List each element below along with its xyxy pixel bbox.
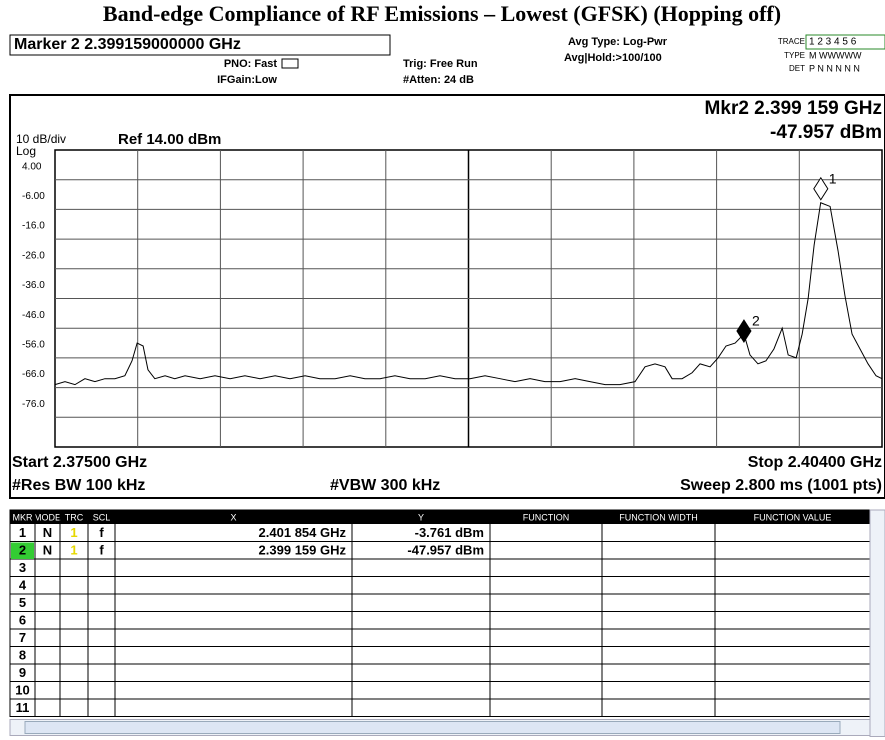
cell-mkr: 4 xyxy=(19,578,27,593)
cell-mkr: 2 xyxy=(19,543,26,558)
rbw-label: #Res BW 100 kHz xyxy=(12,477,145,494)
h-scroll-thumb[interactable] xyxy=(24,721,841,734)
column-header: X xyxy=(230,512,236,522)
mkr-readout-amp: -47.957 dBm xyxy=(770,122,882,143)
cell-scl: f xyxy=(99,525,104,540)
stop-label: Stop 2.40400 GHz xyxy=(748,454,882,471)
marker-table: MKR MODE TRC SCL X Y FUNCTION FUNCTION WIDTH FUN… xyxy=(9,509,885,737)
ref-label: Ref 14.00 dBm xyxy=(118,131,221,148)
vbw-label: #VBW 300 kHz xyxy=(330,477,440,494)
y-tick-label: -26.0 xyxy=(22,250,45,261)
cell-mode: N xyxy=(43,543,52,558)
type-label: TYPE xyxy=(784,51,805,60)
type-vals: M WWWWW xyxy=(809,50,862,60)
cell-y: -47.957 dBm xyxy=(407,543,484,558)
pno: PNO: Fast xyxy=(224,58,278,70)
y-tick-label: -76.0 xyxy=(22,399,45,410)
y-tick-label: 4.00 xyxy=(22,161,42,172)
log-label: Log xyxy=(16,144,36,158)
table-header-bg xyxy=(10,510,870,524)
trace-nums: 1 2 3 4 5 6 xyxy=(809,37,857,48)
marker-box-text: Marker 2 2.399159000000 GHz xyxy=(14,36,241,53)
cell-mkr: 8 xyxy=(19,648,26,663)
cell-mode: N xyxy=(43,525,52,540)
marker-label: 1 xyxy=(829,170,837,186)
marker-diamond xyxy=(813,176,829,201)
y-tick-label: -36.0 xyxy=(22,280,45,291)
atten: #Atten: 24 dB xyxy=(403,74,474,86)
cell-mkr: 9 xyxy=(19,665,26,680)
scale-label: 10 dB/div xyxy=(16,132,66,146)
y-tick-label: -6.00 xyxy=(22,191,45,202)
pno-icon xyxy=(281,58,299,69)
mkr-readout-freq: Mkr2 2.399 159 GHz xyxy=(705,98,882,119)
cell-mkr: 11 xyxy=(16,700,30,715)
cell-trc: 1 xyxy=(70,525,77,540)
selected-marker-cell xyxy=(11,542,34,559)
det-vals: P N N N N N xyxy=(809,63,860,73)
y-tick-label: -56.0 xyxy=(22,340,45,351)
trace-label: TRACE xyxy=(778,37,805,46)
column-header: MKR xyxy=(13,512,34,522)
plot: 4.00 -6.00 -16.0 -26.0 -36.0 -46.0 -56.0 -66.0 -… xyxy=(22,149,883,448)
column-header: TRC xyxy=(65,512,84,522)
column-header: MODE xyxy=(34,512,61,522)
cell-mkr: 3 xyxy=(19,560,26,575)
det-label: DET xyxy=(789,64,805,73)
v-scrollbar[interactable] xyxy=(869,509,885,737)
cell-x: 2.401 854 GHz xyxy=(259,525,347,540)
marker-box xyxy=(9,34,391,56)
column-header: FUNCTION xyxy=(523,512,570,522)
y-tick-label: -66.0 xyxy=(22,369,45,380)
cell-scl: f xyxy=(99,543,104,558)
y-tick-label: -46.0 xyxy=(22,310,45,321)
trace-box xyxy=(805,34,885,50)
cell-mkr: 10 xyxy=(15,683,29,698)
start-label: Start 2.37500 GHz xyxy=(12,454,147,471)
cell-mkr: 6 xyxy=(19,613,26,628)
cell-x: 2.399 159 GHz xyxy=(259,543,347,558)
column-header: FUNCTION WIDTH xyxy=(619,512,698,522)
cell-mkr: 1 xyxy=(19,525,26,540)
column-header: SCL xyxy=(93,512,111,522)
cell-trc: 1 xyxy=(70,543,77,558)
sweep-label: Sweep 2.800 ms (1001 pts) xyxy=(680,477,882,494)
column-header: FUNCTION VALUE xyxy=(754,512,832,522)
avg-hold: Avg|Hold:>100/100 xyxy=(564,52,662,64)
plot-panel xyxy=(9,94,885,499)
cell-y: -3.761 dBm xyxy=(415,525,484,540)
marker-label: 2 xyxy=(752,313,760,329)
cell-mkr: 7 xyxy=(19,630,26,645)
marker-diamond xyxy=(736,319,752,343)
ifgain: IFGain:Low xyxy=(217,74,277,86)
avg-type: Avg Type: Log-Pwr xyxy=(568,36,668,48)
cell-mkr: 5 xyxy=(19,595,26,610)
page-title: Band-edge Compliance of RF Emissions – L… xyxy=(103,1,781,26)
column-header: Y xyxy=(418,512,424,522)
y-tick-label: -16.0 xyxy=(22,221,45,232)
table-bg xyxy=(9,509,871,717)
trace xyxy=(54,202,883,386)
trig: Trig: Free Run xyxy=(403,58,478,70)
